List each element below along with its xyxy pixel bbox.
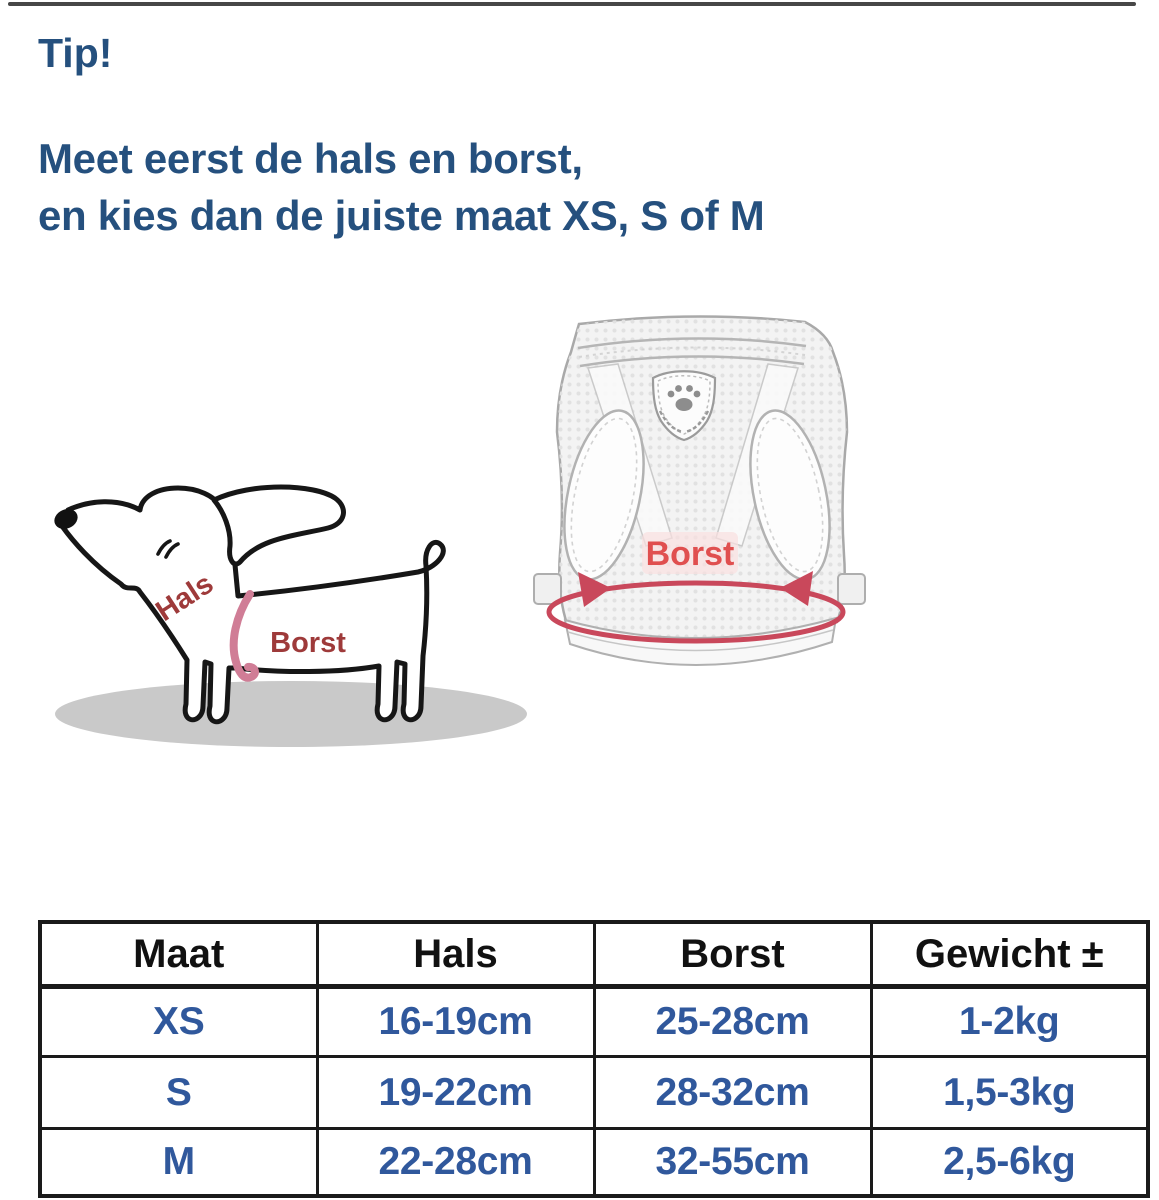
cell-xs-borst: 25-28cm: [592, 985, 873, 1058]
col-header-maat: Maat: [38, 920, 319, 989]
cell-m-borst: 32-55cm: [592, 1127, 873, 1198]
harness-armhole-left: [563, 409, 645, 581]
measure-arrow-right-icon: [780, 571, 813, 606]
cell-m-gewicht: 2,5-6kg: [869, 1127, 1150, 1198]
dog-nose: [54, 509, 78, 529]
instruction-text: Meet eerst de hals en borst, en kies dan…: [38, 130, 765, 244]
harness-label-halo: [642, 532, 738, 574]
dog-chest-label: Borst: [270, 627, 346, 659]
tip-heading: Tip!: [38, 30, 113, 76]
harness-illustration: Borst: [533, 315, 866, 666]
harness-collar: [577, 337, 807, 368]
instruction-line-1: Meet eerst de hals en borst,: [38, 135, 583, 182]
top-divider-bar: [8, 2, 1136, 6]
table-row-s: S 19-22cm 28-32cm 1,5-3kg: [38, 1055, 1150, 1130]
measure-arrow-left-icon: [578, 572, 611, 607]
cell-m-maat: M: [38, 1127, 319, 1198]
dog-chest-band: [229, 590, 259, 682]
harness-armhole-right: [749, 409, 831, 581]
instruction-line-2: en kies dan de juiste maat XS, S of M: [38, 192, 765, 239]
cell-s-gewicht: 1,5-3kg: [869, 1055, 1150, 1130]
cell-xs-gewicht: 1-2kg: [869, 985, 1150, 1058]
cell-s-hals: 19-22cm: [315, 1055, 596, 1130]
harness-side-tab-right: [837, 573, 866, 605]
col-header-hals: Hals: [315, 920, 596, 989]
col-header-borst: Borst: [592, 920, 873, 989]
col-header-gewicht: Gewicht ±: [869, 920, 1150, 989]
table-row-xs: XS 16-19cm 25-28cm 1-2kg: [38, 985, 1150, 1058]
cell-s-maat: S: [38, 1055, 319, 1130]
dog-illustration: Hals Borst: [54, 484, 527, 747]
cell-m-hals: 22-28cm: [315, 1127, 596, 1198]
cell-xs-hals: 16-19cm: [315, 985, 596, 1058]
laurel-icon: [658, 410, 710, 434]
harness-side-tab-left: [533, 573, 562, 605]
dog-eye: [156, 539, 180, 559]
paw-icon: [667, 385, 701, 411]
harness-badge: [651, 370, 717, 442]
chest-measure-ellipse: [546, 580, 846, 644]
dog-ear: [211, 484, 346, 567]
size-table-header-row: Maat Hals Borst Gewicht ±: [38, 920, 1150, 989]
cell-s-borst: 28-32cm: [592, 1055, 873, 1130]
dog-shadow: [55, 681, 527, 747]
cell-xs-maat: XS: [38, 985, 319, 1058]
size-table: Maat Hals Borst Gewicht ± XS 16-19cm 25-…: [38, 920, 1150, 1198]
table-row-m: M 22-28cm 32-55cm 2,5-6kg: [38, 1127, 1150, 1198]
harness-chest-label: Borst: [646, 535, 735, 573]
